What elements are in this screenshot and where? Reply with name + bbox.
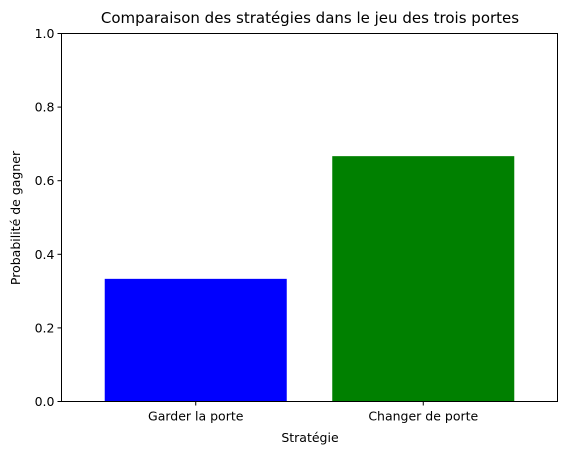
x-tick-label: Garder la porte — [148, 409, 244, 424]
x-axis-label: Stratégie — [281, 430, 339, 445]
y-tick-label: 0.0 — [35, 394, 55, 409]
x-axis-ticks: Garder la porte Changer de porte — [148, 401, 479, 424]
y-axis-ticks: 0.0 0.2 0.4 0.6 0.8 1.0 — [35, 26, 62, 409]
y-tick-label: 0.2 — [35, 320, 55, 335]
plot-area-frame — [61, 33, 558, 402]
y-tick-label: 0.6 — [35, 173, 55, 188]
y-axis-label: Probabilité de gagner — [8, 150, 23, 285]
bar-1 — [332, 156, 515, 402]
y-tick-label: 0.4 — [35, 247, 55, 262]
bar-0 — [104, 278, 287, 402]
chart-title: Comparaison des stratégies dans le jeu d… — [101, 9, 519, 27]
y-tick-label: 1.0 — [35, 26, 55, 41]
bars-group — [104, 156, 515, 402]
y-tick-label: 0.8 — [35, 100, 55, 115]
x-tick-label: Changer de porte — [368, 409, 478, 424]
